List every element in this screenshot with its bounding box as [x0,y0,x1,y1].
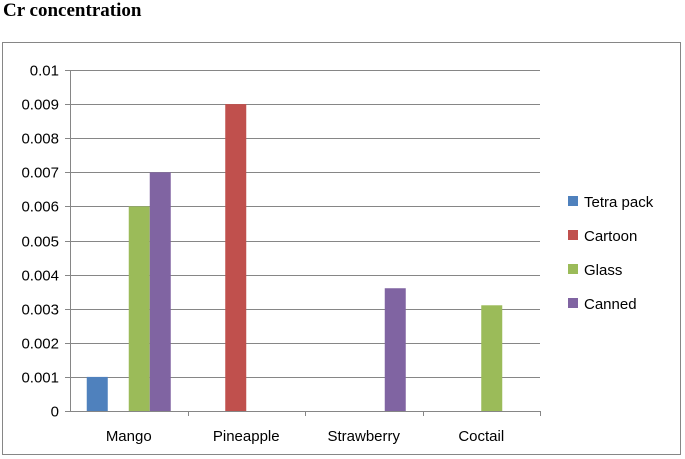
y-tick-label: 0.004 [21,268,59,285]
y-tick-label: 0.002 [21,336,59,353]
legend-label: Cartoon [584,228,637,245]
y-tick-label: 0 [51,404,59,421]
x-tick-label: Strawberry [327,428,400,445]
x-tick-labels: Mango Pineapple Strawberry Coctail [106,428,504,445]
y-tick-label: 0.005 [21,234,59,251]
legend-label: Glass [584,262,622,279]
bar-cartoon-pineapple [225,104,247,411]
x-tick-label: Mango [106,428,152,445]
y-tick-label: 0.001 [21,370,59,387]
bar-glass-mango [128,206,150,411]
axes [65,70,541,416]
x-tick-label: Coctail [458,428,504,445]
legend-label: Tetra pack [584,194,654,211]
legend: Tetra pack Cartoon Glass Canned [568,194,654,313]
y-tick-label: 0.006 [21,199,59,216]
bar-canned-strawberry [384,288,406,411]
legend-swatch [568,230,578,240]
legend-swatch [568,264,578,274]
page-title: Cr concentration [3,0,142,21]
y-tick-label: 0.01 [30,63,59,80]
chart-frame [2,42,681,455]
bars [86,104,503,411]
legend-swatch [568,196,578,206]
x-tick-label: Pineapple [213,428,280,445]
y-tick-label: 0.003 [21,302,59,319]
y-tick-label: 0.007 [21,165,59,182]
bar-canned-mango [149,172,171,411]
y-tick-labels: 0 0.001 0.002 0.003 0.004 0.005 0.006 0.007 0.00… [21,63,59,421]
y-tick-label: 0.009 [21,97,59,114]
legend-label: Canned [584,296,637,313]
bar-glass-coctail [481,305,503,411]
legend-swatch [568,298,578,308]
bar-tetra-pack-mango [86,376,108,411]
y-tick-label: 0.008 [21,131,59,148]
